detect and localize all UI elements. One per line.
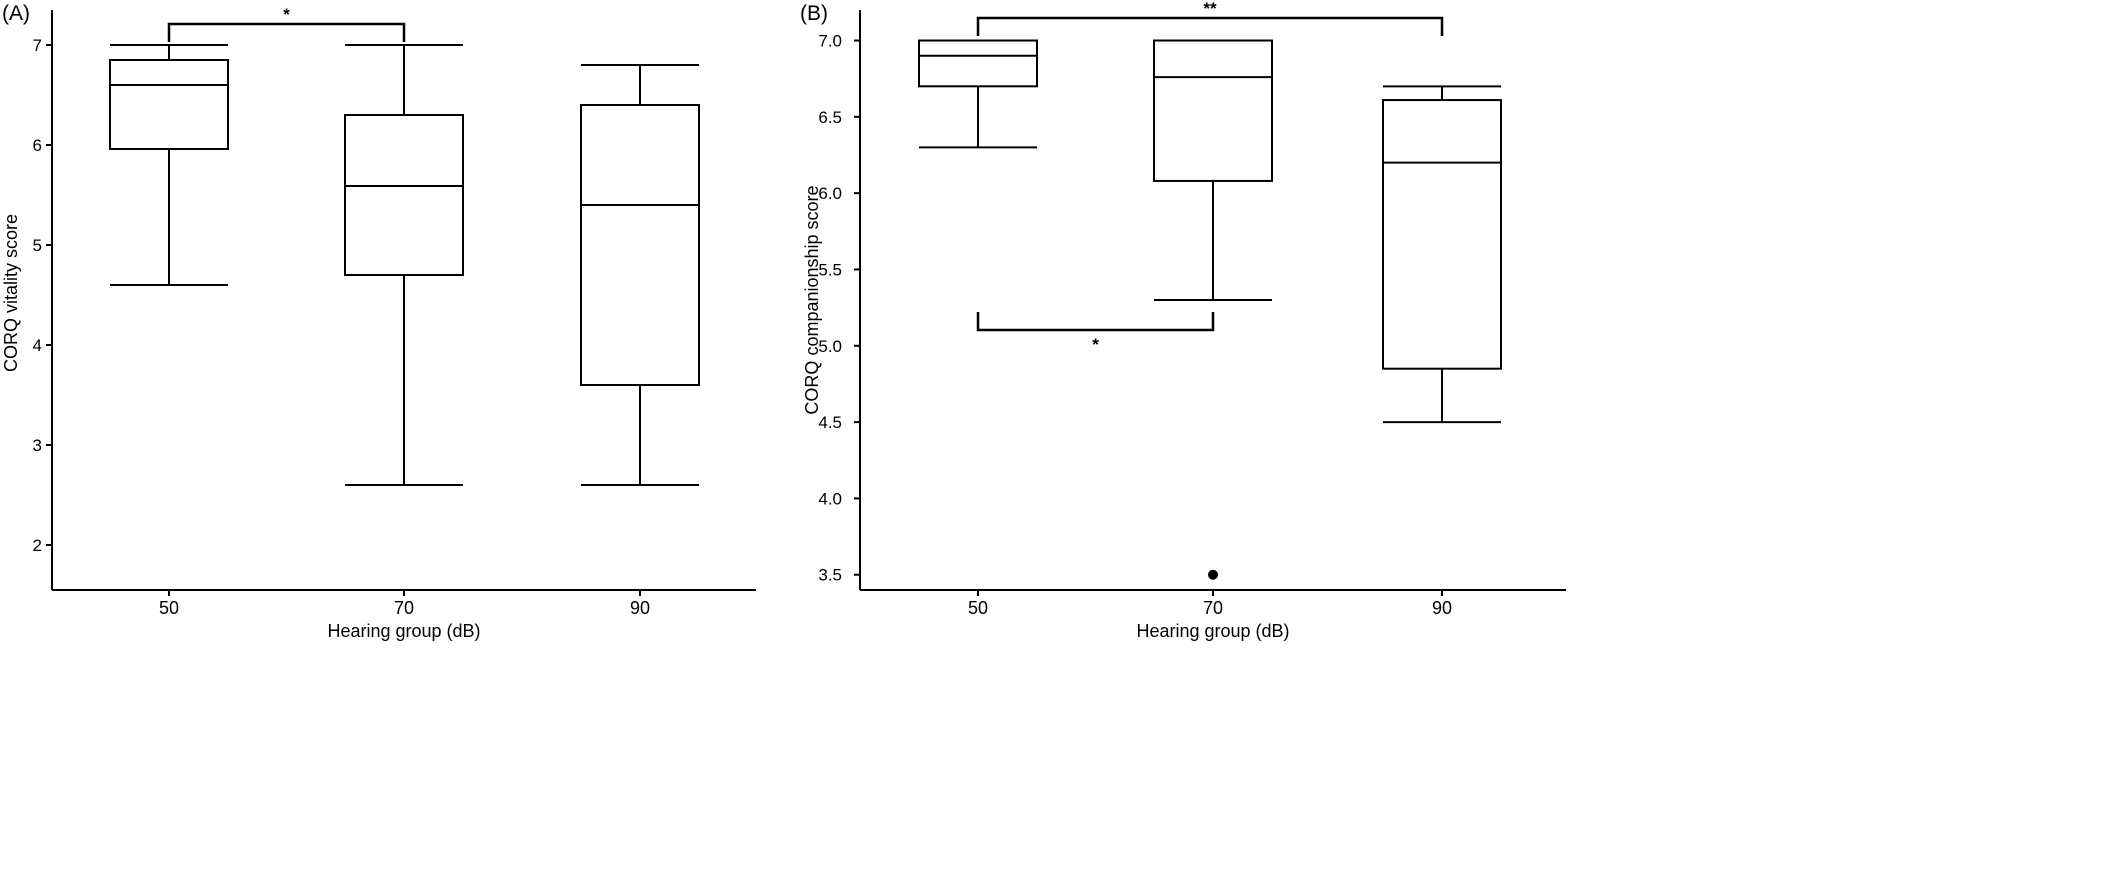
box-group-90 bbox=[580, 64, 700, 486]
y-tick-label: 4.5 bbox=[818, 413, 842, 432]
box-group-50 bbox=[918, 39, 1038, 149]
y-tick-label: 4 bbox=[33, 336, 42, 355]
y-axis-label: CORQ vitality score bbox=[1, 214, 21, 372]
y-tick-label: 2 bbox=[33, 536, 42, 555]
bracket-line bbox=[976, 312, 1215, 332]
significance-bracket: ** bbox=[976, 0, 1444, 36]
outlier-point bbox=[1208, 569, 1218, 580]
iqr-box bbox=[580, 104, 700, 386]
y-tick-label: 6.0 bbox=[818, 184, 842, 203]
y-tick-label: 6.5 bbox=[818, 108, 842, 127]
x-tick-label: 50 bbox=[159, 598, 179, 618]
y-tick-label: 5 bbox=[33, 236, 42, 255]
x-tick-label: 90 bbox=[1432, 598, 1452, 618]
box-group-50 bbox=[109, 44, 229, 286]
x-axis-label: Hearing group (dB) bbox=[1136, 621, 1289, 641]
x-tick-label: 90 bbox=[630, 598, 650, 618]
panel-label: (A) bbox=[2, 2, 30, 25]
significance-bracket: * bbox=[167, 5, 406, 42]
y-tick-label: 7.0 bbox=[818, 32, 842, 51]
bracket-line bbox=[976, 16, 1444, 36]
panel-label: (B) bbox=[800, 2, 828, 25]
panel-a: 2 3 4 5 6 7 50 70 90 Hearing group (dB) CORQ vital… bbox=[1, 2, 756, 641]
significance-bracket: * bbox=[976, 312, 1215, 354]
x-axis-label: Hearing group (dB) bbox=[327, 621, 480, 641]
iqr-box bbox=[1382, 99, 1502, 370]
iqr-box bbox=[109, 59, 229, 150]
x-tick-label: 70 bbox=[394, 598, 414, 618]
box-group-70 bbox=[344, 44, 464, 486]
significance-label: * bbox=[1092, 335, 1099, 354]
bracket-line bbox=[167, 22, 406, 42]
iqr-box bbox=[918, 39, 1038, 88]
iqr-box bbox=[1153, 39, 1273, 182]
significance-label: * bbox=[283, 5, 290, 24]
y-tick-label: 3 bbox=[33, 436, 42, 455]
y-tick-label: 7 bbox=[33, 36, 42, 55]
significance-label: ** bbox=[1203, 0, 1217, 18]
panel-b: 3.5 4.0 4.5 5.0 5.5 6.0 6.5 7.0 50 70 90 Hearing gr… bbox=[800, 0, 1566, 641]
iqr-box bbox=[344, 114, 464, 276]
x-tick-label: 70 bbox=[1203, 598, 1223, 618]
y-tick-label: 5.5 bbox=[818, 260, 842, 279]
box-group-70 bbox=[1153, 39, 1273, 580]
y-tick-label: 5.0 bbox=[818, 337, 842, 356]
x-tick-label: 50 bbox=[968, 598, 988, 618]
box-group-90 bbox=[1382, 85, 1502, 424]
y-tick-label: 4.0 bbox=[818, 489, 842, 508]
y-tick-label: 3.5 bbox=[818, 566, 842, 585]
y-axis-label: CORQ companionship score bbox=[802, 185, 822, 414]
y-tick-label: 6 bbox=[33, 136, 42, 155]
